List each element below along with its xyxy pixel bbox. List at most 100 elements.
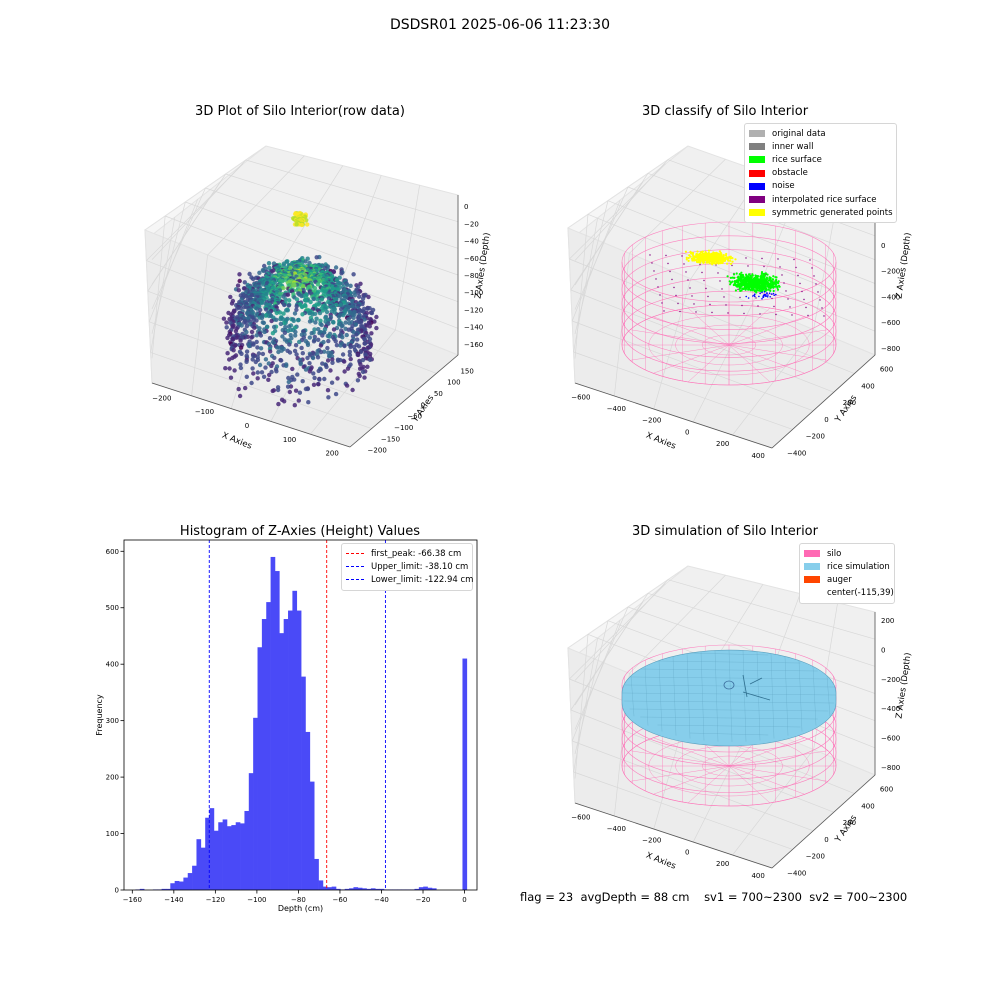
plot2-rice-surface-point xyxy=(763,287,766,290)
plot2-noise-point xyxy=(766,292,768,294)
plot2-interpolated-point xyxy=(665,254,667,257)
plot2-rice-surface-point xyxy=(751,283,754,286)
plot1-point xyxy=(325,388,331,393)
plot2-interpolated-point xyxy=(781,274,783,276)
plot2-z-tick-label: −200 xyxy=(881,268,900,276)
histogram-bar xyxy=(301,676,306,890)
plot1-point xyxy=(346,317,351,322)
plot3-x-tick-label: −120 xyxy=(206,896,225,904)
plot1-x-tick-label: −100 xyxy=(195,408,214,416)
plot4-mesh-line xyxy=(686,653,691,739)
plot1-point xyxy=(257,326,262,331)
plot3-x-tick-label: −140 xyxy=(164,896,183,904)
plot1-x-axis-line xyxy=(151,382,351,448)
histogram-bar xyxy=(244,810,250,890)
plot2-symmetric-point xyxy=(684,250,687,253)
plot2-symmetric-point xyxy=(707,249,711,252)
plot1-point xyxy=(343,320,348,325)
plot2-interpolated-point xyxy=(793,258,795,261)
plot2-interpolated-point xyxy=(659,294,661,296)
plot1-point xyxy=(336,358,341,363)
plot4-mesh-line xyxy=(689,732,769,736)
plot1-point xyxy=(251,353,256,359)
plot1-point xyxy=(315,297,320,302)
plot1-point xyxy=(258,333,264,338)
plot2-gridline xyxy=(653,278,692,410)
plot2-rice-surface-point xyxy=(765,287,768,290)
plot1-point xyxy=(365,364,370,369)
plot4-auger-ring xyxy=(723,680,735,690)
plot2-rice-surface-point xyxy=(769,284,772,288)
plot2-title: 3D classify of Silo Interior xyxy=(641,104,809,119)
plot1-point xyxy=(357,373,362,379)
plot1-point xyxy=(357,294,362,299)
plot2-interpolated-point xyxy=(761,257,763,260)
plot1-point xyxy=(320,333,325,338)
plot1-point xyxy=(322,349,327,354)
plot2-y-tick-label: 400 xyxy=(861,382,874,390)
plot1-point xyxy=(261,374,267,379)
plot1-point xyxy=(281,311,286,316)
plot1-gridline xyxy=(191,254,208,396)
plot2-noise-point xyxy=(766,296,769,298)
plot1-point xyxy=(224,325,229,330)
plot2-x-axis-label: X Axies xyxy=(644,431,677,452)
plot1-point xyxy=(324,364,329,370)
plot2-rice-surface-point xyxy=(760,288,763,291)
histogram-bar xyxy=(344,888,350,890)
plot1-points xyxy=(221,210,379,408)
plot1-point xyxy=(281,285,286,291)
plot2-rice-surface-point xyxy=(736,281,739,284)
plot2-symmetric-point xyxy=(706,258,709,261)
plot3-legend-item: first_peak: -66.38 cm xyxy=(346,547,468,560)
plot1-point xyxy=(355,309,361,314)
plot2-rice-surface-point xyxy=(759,290,762,293)
plot1-z-tick-label: −60 xyxy=(464,255,479,263)
legend-label: symmetric generated points xyxy=(772,207,893,218)
plot1-point xyxy=(317,377,322,382)
histogram-bar xyxy=(139,888,145,890)
plot2-interpolated-point xyxy=(807,314,809,317)
plot1-point xyxy=(282,302,287,308)
plot2-gridline xyxy=(574,214,589,359)
plot2-symmetric-point xyxy=(705,254,708,257)
plot1-point xyxy=(303,259,308,264)
plot1-point xyxy=(259,315,265,321)
plot2-interpolated-point xyxy=(693,303,695,305)
legend-label: first_peak: -66.38 cm xyxy=(371,548,462,559)
plot1-point xyxy=(303,367,309,372)
plot3-x-axis-label: Depth (cm) xyxy=(278,904,323,913)
plot1-point xyxy=(262,329,267,335)
plot1-point xyxy=(318,349,324,355)
plot1-point xyxy=(348,344,353,350)
plot1-gridline xyxy=(150,352,372,429)
plot2-symmetric-point xyxy=(691,253,694,256)
plot1-point xyxy=(291,318,296,323)
plot2-rice-surface-point xyxy=(760,271,764,274)
plot2-interpolated-point xyxy=(785,290,787,292)
plot1-point xyxy=(303,298,309,303)
plot1-point xyxy=(341,312,346,318)
plot2-gridline xyxy=(574,200,609,335)
plot1-point xyxy=(293,333,298,338)
plot4-silo-floor-spoke xyxy=(728,765,805,795)
plot1-point xyxy=(239,323,244,328)
plot1-point xyxy=(274,369,279,374)
plot1-point xyxy=(228,294,233,300)
plot2-symmetric-point xyxy=(729,257,732,260)
plot4-y-tick-label: 0 xyxy=(824,836,828,844)
plot1-point xyxy=(356,352,361,358)
plot3-x-tick-label: −80 xyxy=(291,896,306,904)
plot1-point xyxy=(231,337,236,342)
plot3-x-tick-label: 0 xyxy=(462,896,466,904)
plot3-x-tick-label: −160 xyxy=(123,896,142,904)
plot1-point xyxy=(249,380,254,386)
plot3-y-axis-label: Frequency xyxy=(95,694,104,736)
plot1-point xyxy=(295,372,300,377)
plot2-rice-surface-point xyxy=(739,276,742,280)
plot2-rice-surface-point xyxy=(743,277,746,280)
plot1-point xyxy=(296,398,301,403)
plot2-interpolated-point xyxy=(683,263,685,265)
plot2-noise-point xyxy=(758,295,760,298)
plot1-point xyxy=(355,337,360,342)
